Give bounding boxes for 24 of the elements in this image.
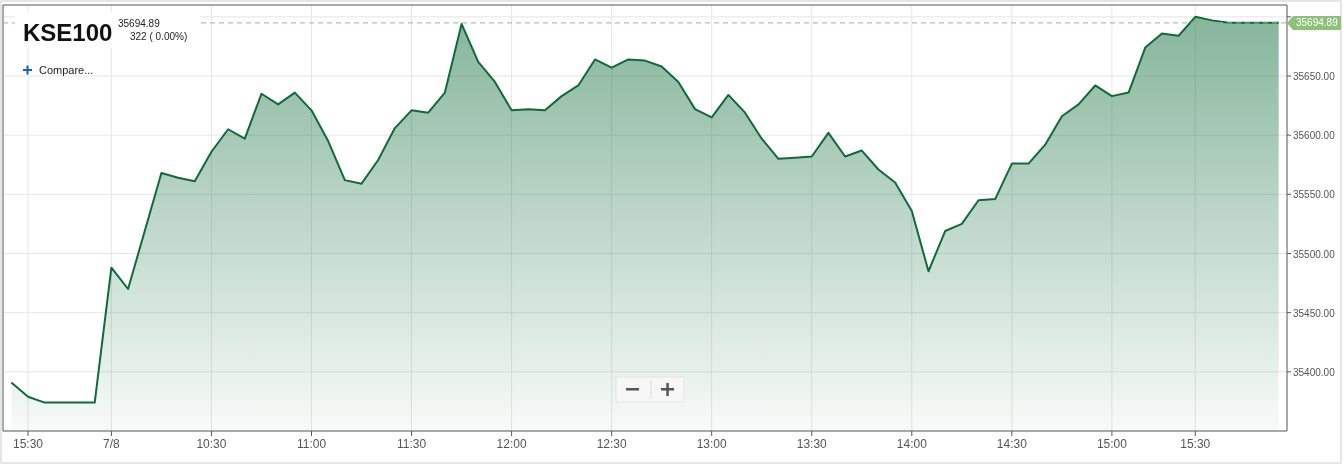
- text: 35694.89: [118, 18, 161, 29]
- x-tick-label: 15:30: [1180, 437, 1211, 451]
- y-tick-label: 35450.00: [1293, 307, 1336, 319]
- y-tick-label: 35550.00: [1293, 189, 1336, 201]
- text: KSE100: [23, 19, 113, 46]
- x-tick-label: 10:30: [196, 437, 227, 451]
- y-tick-label: 35400.00: [1293, 366, 1336, 378]
- annotation: Compare...: [39, 64, 94, 76]
- x-tick-label: 13:30: [796, 437, 828, 451]
- x-tick-label: 14:00: [896, 437, 928, 451]
- y-tick-label: 35600.00: [1293, 130, 1336, 142]
- x-tick-label: 12:30: [596, 437, 627, 451]
- x-tick-label: 14:30: [996, 437, 1028, 451]
- x-tick-label: 11:00: [296, 437, 327, 451]
- x-tick-label: 15:00: [1096, 437, 1128, 451]
- annotation: 322 ( 0.00%): [130, 31, 188, 42]
- ref-line-label: 35694.89: [1296, 17, 1339, 29]
- x-tick-label: 13:00: [696, 437, 728, 451]
- y-tick-label: 35650.00: [1293, 71, 1336, 82]
- x-tick-label: 15:30: [13, 437, 44, 451]
- y-tick-label: 35500.00: [1293, 248, 1336, 260]
- x-tick-label: 11:30: [396, 437, 427, 451]
- x-tick-label: 12:00: [496, 437, 527, 451]
- x-tick-label: 7/8: [103, 437, 121, 451]
